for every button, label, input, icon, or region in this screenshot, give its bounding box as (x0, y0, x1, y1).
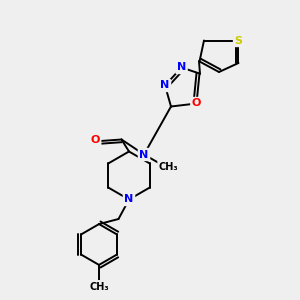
Text: N: N (177, 62, 186, 73)
Text: N: N (140, 149, 148, 160)
Text: CH₃: CH₃ (89, 281, 109, 292)
Text: N: N (124, 194, 134, 205)
Text: CH₃: CH₃ (159, 161, 178, 172)
Text: S: S (235, 35, 242, 46)
Text: O: O (90, 135, 100, 146)
Text: N: N (160, 80, 169, 91)
Text: O: O (192, 98, 201, 109)
